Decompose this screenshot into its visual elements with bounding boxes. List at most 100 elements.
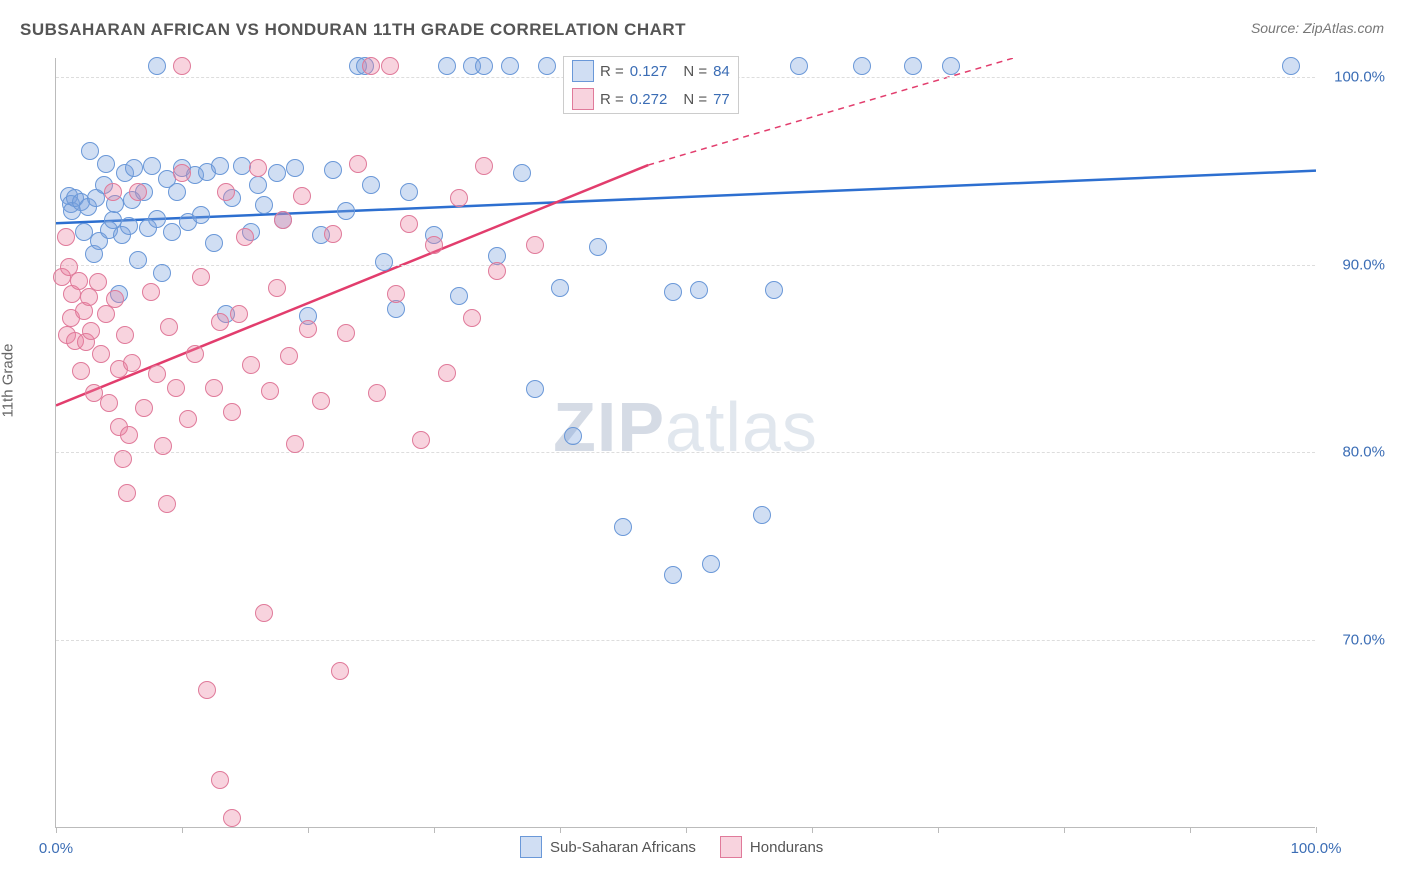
gridline: [56, 265, 1315, 266]
scatter-point: [236, 228, 254, 246]
x-tick-mark: [308, 827, 309, 833]
y-axis-label: 11th Grade: [0, 344, 17, 418]
scatter-point: [853, 57, 871, 75]
scatter-point: [70, 272, 88, 290]
scatter-point: [255, 196, 273, 214]
scatter-point: [475, 57, 493, 75]
scatter-point: [211, 313, 229, 331]
scatter-point: [148, 57, 166, 75]
scatter-point: [97, 155, 115, 173]
bottom-legend: Sub-Saharan Africans Hondurans: [520, 836, 823, 858]
scatter-point: [664, 566, 682, 584]
scatter-point: [501, 57, 519, 75]
scatter-point: [299, 320, 317, 338]
x-tick-mark: [1064, 827, 1065, 833]
scatter-point: [362, 176, 380, 194]
scatter-point: [255, 604, 273, 622]
y-tick-label: 80.0%: [1323, 444, 1385, 461]
stats-legend-box: R =0.127N =84R =0.272N =77: [563, 56, 739, 114]
scatter-point: [790, 57, 808, 75]
scatter-point: [168, 183, 186, 201]
scatter-point: [230, 305, 248, 323]
x-tick-label: 100.0%: [1291, 840, 1342, 857]
y-tick-label: 90.0%: [1323, 256, 1385, 273]
scatter-point: [123, 354, 141, 372]
scatter-point: [312, 392, 330, 410]
scatter-point: [362, 57, 380, 75]
x-tick-mark: [56, 827, 57, 833]
scatter-point: [538, 57, 556, 75]
scatter-point: [81, 142, 99, 160]
legend-item: Hondurans: [720, 836, 823, 858]
scatter-point: [142, 283, 160, 301]
scatter-point: [526, 236, 544, 254]
legend-swatch: [720, 836, 742, 858]
scatter-point: [186, 345, 204, 363]
scatter-point: [324, 225, 342, 243]
x-tick-mark: [812, 827, 813, 833]
scatter-point: [114, 450, 132, 468]
scatter-point: [438, 57, 456, 75]
x-tick-mark: [1316, 827, 1317, 833]
scatter-point: [702, 555, 720, 573]
scatter-point: [337, 324, 355, 342]
scatter-point: [381, 57, 399, 75]
scatter-point: [387, 285, 405, 303]
x-tick-mark: [1190, 827, 1191, 833]
scatter-point: [475, 157, 493, 175]
scatter-point: [242, 356, 260, 374]
legend-label: Sub-Saharan Africans: [550, 839, 696, 856]
scatter-point: [154, 437, 172, 455]
scatter-point: [163, 223, 181, 241]
scatter-point: [664, 283, 682, 301]
legend-swatch: [520, 836, 542, 858]
scatter-point: [148, 365, 166, 383]
scatter-point: [425, 236, 443, 254]
scatter-point: [211, 771, 229, 789]
scatter-point: [400, 215, 418, 233]
scatter-point: [904, 57, 922, 75]
scatter-point: [368, 384, 386, 402]
x-tick-mark: [686, 827, 687, 833]
scatter-point: [753, 506, 771, 524]
scatter-point: [82, 322, 100, 340]
scatter-point: [104, 183, 122, 201]
scatter-point: [160, 318, 178, 336]
scatter-point: [192, 206, 210, 224]
scatter-point: [349, 155, 367, 173]
scatter-point: [513, 164, 531, 182]
scatter-point: [488, 262, 506, 280]
stats-row: R =0.272N =77: [564, 85, 738, 113]
scatter-point: [198, 681, 216, 699]
scatter-point: [268, 164, 286, 182]
scatter-point: [106, 290, 124, 308]
scatter-point: [89, 273, 107, 291]
scatter-point: [135, 399, 153, 417]
scatter-point: [205, 234, 223, 252]
scatter-point: [173, 164, 191, 182]
series-swatch: [572, 88, 594, 110]
scatter-point: [100, 394, 118, 412]
scatter-point: [129, 251, 147, 269]
scatter-point: [118, 484, 136, 502]
x-tick-mark: [182, 827, 183, 833]
scatter-point: [450, 189, 468, 207]
scatter-point: [375, 253, 393, 271]
scatter-point: [179, 410, 197, 428]
plot-area: ZIPatlas 70.0%80.0%90.0%100.0%0.0%100.0%: [55, 58, 1315, 828]
scatter-point: [293, 187, 311, 205]
scatter-point: [223, 809, 241, 827]
chart-title: SUBSAHARAN AFRICAN VS HONDURAN 11TH GRAD…: [20, 20, 686, 40]
scatter-point: [564, 427, 582, 445]
scatter-point: [438, 364, 456, 382]
x-tick-mark: [434, 827, 435, 833]
scatter-point: [129, 183, 147, 201]
scatter-point: [268, 279, 286, 297]
legend-item: Sub-Saharan Africans: [520, 836, 696, 858]
scatter-point: [400, 183, 418, 201]
scatter-point: [249, 159, 267, 177]
scatter-point: [1282, 57, 1300, 75]
y-tick-label: 70.0%: [1323, 632, 1385, 649]
x-tick-mark: [938, 827, 939, 833]
source-label: Source: ZipAtlas.com: [1251, 20, 1384, 36]
